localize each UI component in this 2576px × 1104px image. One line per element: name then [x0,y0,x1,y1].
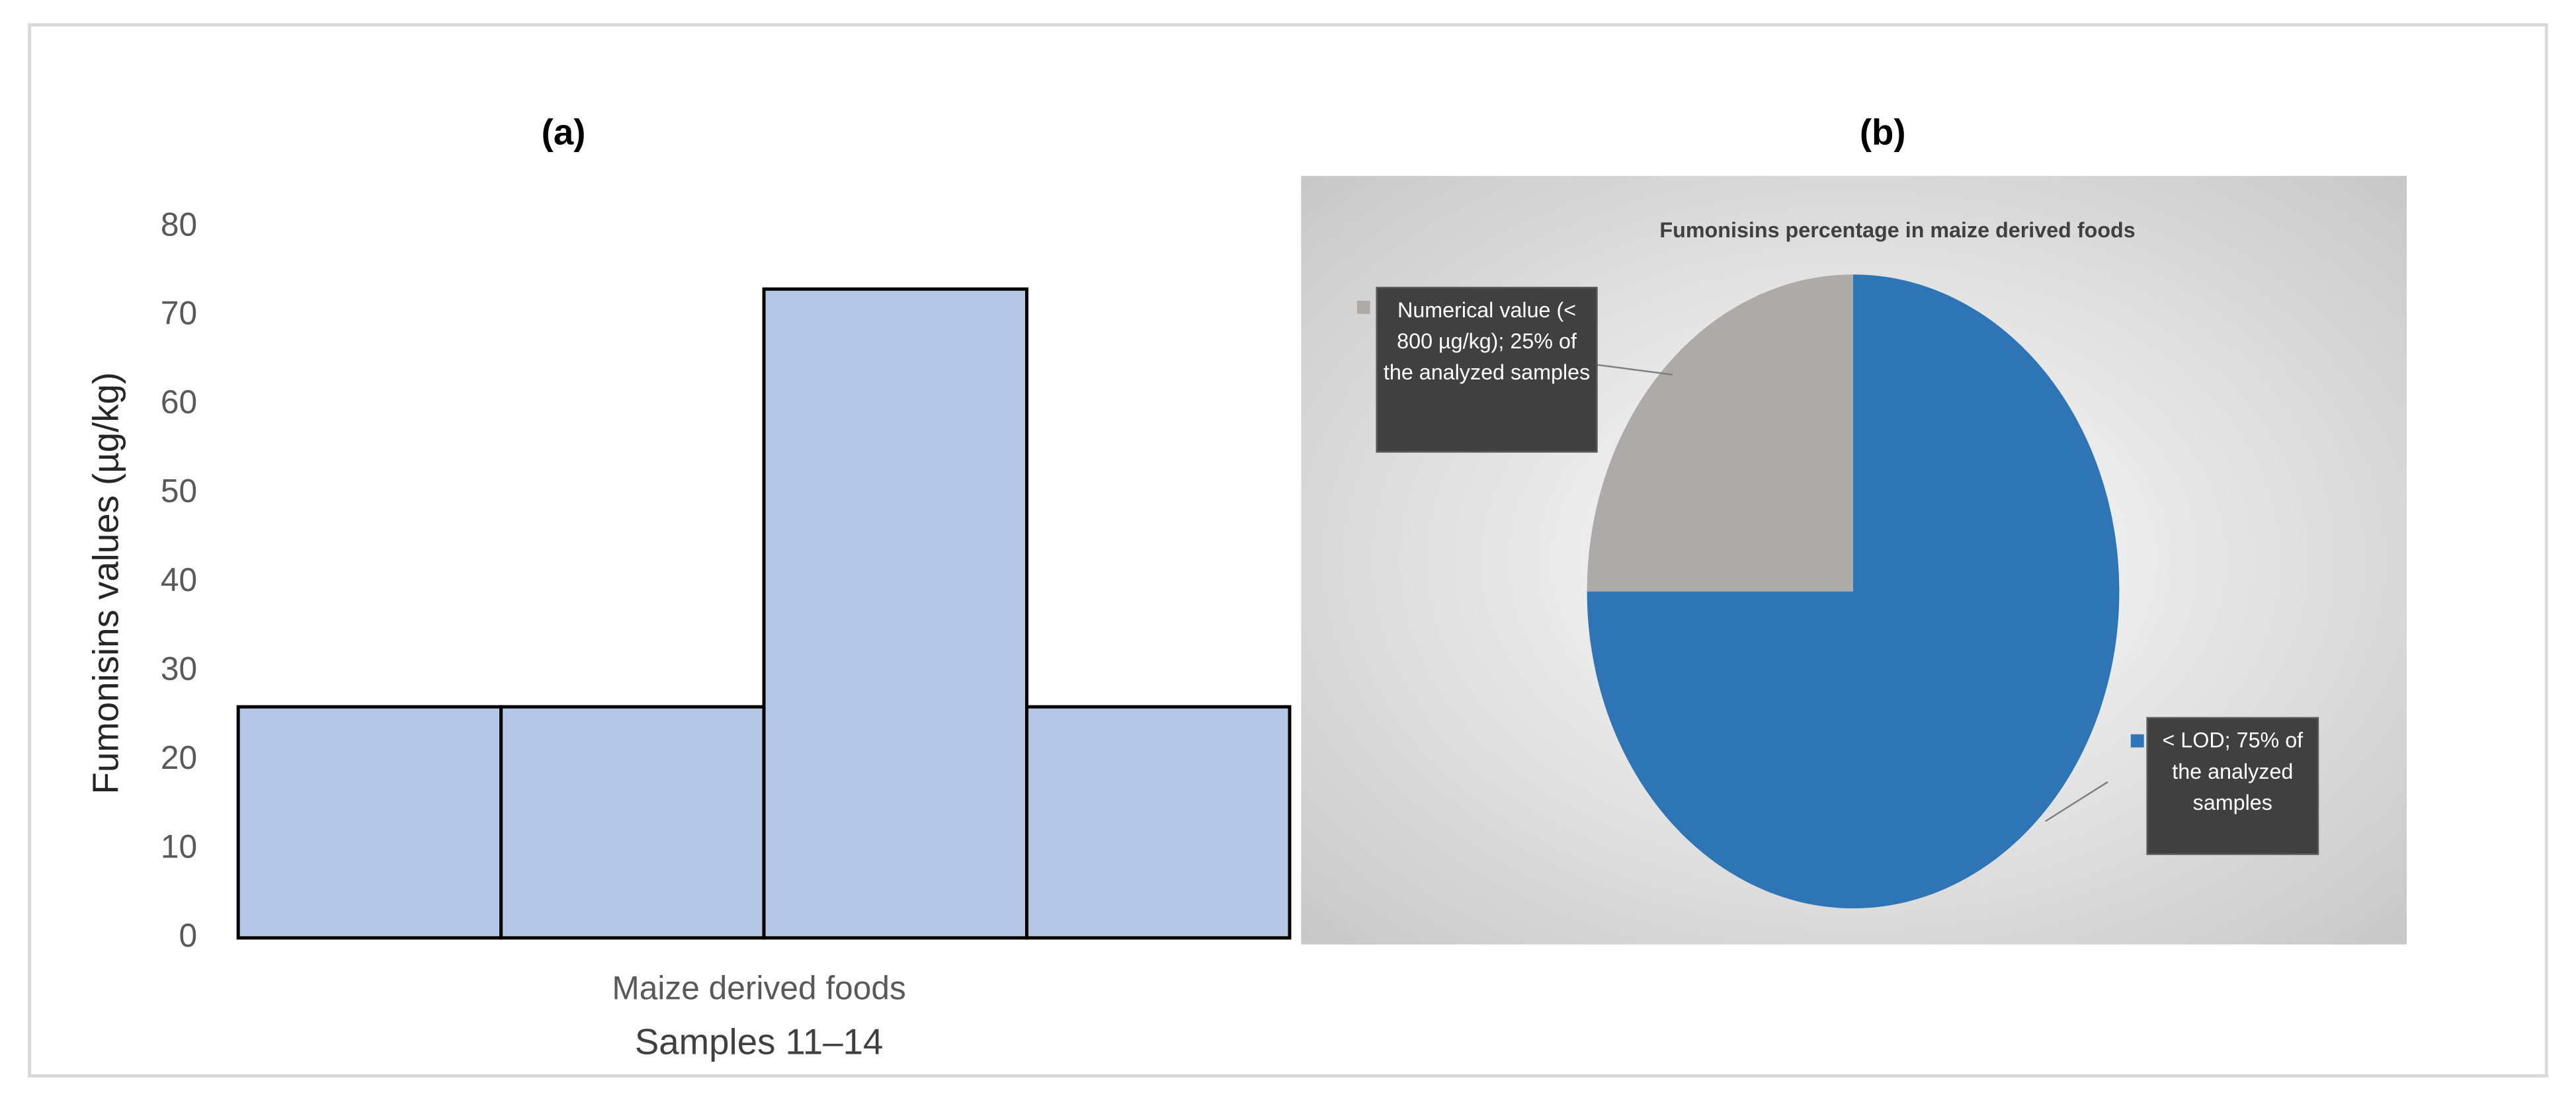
y-tick-label: 10 [161,828,197,865]
data-label-box: < LOD; 75% of the analyzed samples [2162,727,2304,815]
panel-label: (b) [1860,112,1906,152]
y-tick-label: 0 [179,917,197,954]
panel-label: (a) [542,112,586,152]
legend-key [1356,300,1370,314]
bar [236,705,503,940]
y-tick-label: 80 [161,206,197,243]
leader-line [1597,364,1673,375]
label-box [2146,717,2319,855]
y-axis-label: Fumonisins values (µg/kg) [85,372,126,795]
y-tick-label: 60 [161,383,197,420]
leader-line [2044,781,2108,822]
y-tick-label: 50 [161,473,197,510]
label-box [1376,286,1598,453]
bar [499,705,766,940]
bar [762,287,1029,940]
data-label-box: Numerical value (< 800 µg/kg); 25% of th… [1383,297,1591,385]
y-tick-label: 20 [161,739,197,776]
y-tick-label: 40 [161,561,197,598]
data-label: Numerical value (< 800 µg/kg); 25% of th… [1383,297,1591,385]
y-tick-label: 70 [161,295,197,332]
legend-key [2130,734,2144,748]
bar [1025,705,1292,940]
pie-slice [1587,274,1854,592]
x-axis-label: Samples 11–14 [635,1022,884,1062]
y-tick-label: 30 [161,651,197,688]
group-label: Maize derived foods [612,969,906,1006]
pie-title: Fumonisins percentage in maize derived f… [1659,218,2135,242]
data-label: < LOD; 75% of the analyzed samples [2162,727,2304,815]
